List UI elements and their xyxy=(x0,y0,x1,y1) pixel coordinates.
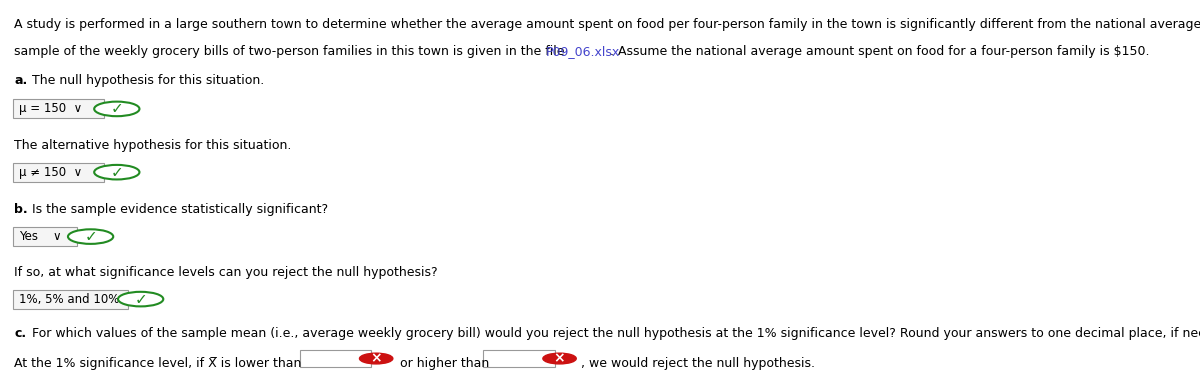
FancyBboxPatch shape xyxy=(484,350,554,367)
Text: . Assume the national average amount spent on food for a four-person family is $: . Assume the national average amount spe… xyxy=(610,45,1150,58)
Text: A study is performed in a large southern town to determine whether the average a: A study is performed in a large southern… xyxy=(14,18,1200,31)
Text: ×: × xyxy=(553,352,565,365)
Circle shape xyxy=(94,102,139,116)
Text: or higher than: or higher than xyxy=(400,357,490,370)
Text: c.: c. xyxy=(14,328,26,340)
Text: 1%, 5% and 10%  ∨: 1%, 5% and 10% ∨ xyxy=(19,293,136,306)
FancyBboxPatch shape xyxy=(300,350,372,367)
Text: Is the sample evidence statistically significant?: Is the sample evidence statistically sig… xyxy=(32,203,329,216)
Circle shape xyxy=(360,353,392,364)
Circle shape xyxy=(542,353,576,364)
FancyBboxPatch shape xyxy=(13,227,78,246)
Text: If so, at what significance levels can you reject the null hypothesis?: If so, at what significance levels can y… xyxy=(14,266,438,279)
FancyBboxPatch shape xyxy=(13,162,103,182)
Text: P09_06.xlsx: P09_06.xlsx xyxy=(546,45,620,58)
Text: ✓: ✓ xyxy=(110,165,124,180)
Text: μ = 150  ∨: μ = 150 ∨ xyxy=(19,102,83,116)
Text: ×: × xyxy=(371,352,382,365)
FancyBboxPatch shape xyxy=(13,99,103,119)
Text: The null hypothesis for this situation.: The null hypothesis for this situation. xyxy=(32,74,264,87)
Text: , we would reject the null hypothesis.: , we would reject the null hypothesis. xyxy=(581,357,815,370)
Text: ✓: ✓ xyxy=(134,291,148,306)
Text: ✓: ✓ xyxy=(110,101,124,116)
Circle shape xyxy=(118,292,163,306)
Circle shape xyxy=(68,229,113,244)
Text: b.: b. xyxy=(14,203,28,216)
Circle shape xyxy=(94,165,139,179)
Text: Yes    ∨: Yes ∨ xyxy=(19,230,61,243)
Text: ✓: ✓ xyxy=(84,229,97,244)
Text: a.: a. xyxy=(14,74,28,87)
Text: For which values of the sample mean (i.e., average weekly grocery bill) would yo: For which values of the sample mean (i.e… xyxy=(32,328,1200,340)
Text: At the 1% significance level, if X̅ is lower than: At the 1% significance level, if X̅ is l… xyxy=(14,357,301,370)
Text: μ ≠ 150  ∨: μ ≠ 150 ∨ xyxy=(19,166,83,179)
Text: The alternative hypothesis for this situation.: The alternative hypothesis for this situ… xyxy=(14,139,292,152)
FancyBboxPatch shape xyxy=(13,290,127,309)
Text: sample of the weekly grocery bills of two-person families in this town is given : sample of the weekly grocery bills of tw… xyxy=(14,45,569,58)
